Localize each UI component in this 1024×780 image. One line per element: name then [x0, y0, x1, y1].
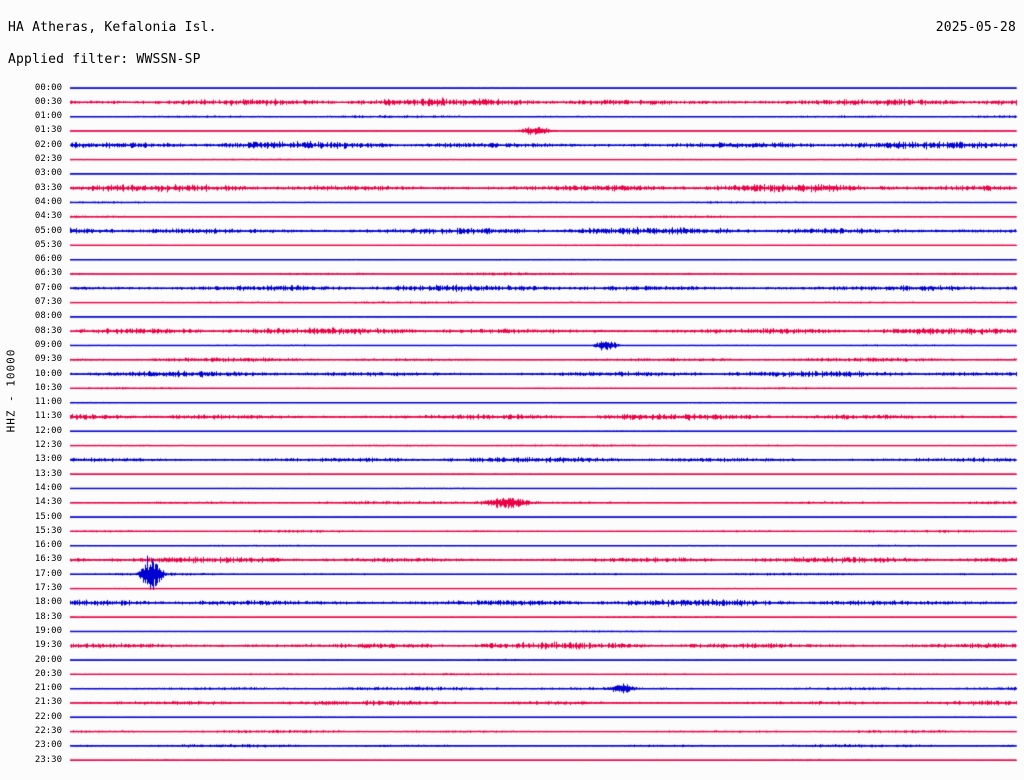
time-tick-label: 13:30 [34, 468, 62, 479]
time-tick-label: 15:30 [34, 525, 62, 536]
time-tick-label: 09:00 [34, 339, 62, 350]
time-tick-label: 14:30 [34, 497, 62, 508]
time-tick-label: 06:30 [34, 268, 62, 279]
time-tick-label: 04:00 [34, 196, 62, 207]
time-tick-label: 00:30 [34, 96, 62, 107]
time-tick-label: 22:30 [34, 726, 62, 736]
time-tick-label: 07:30 [34, 297, 62, 307]
time-tick-label: 02:00 [34, 139, 62, 150]
time-tick-label: 19:00 [34, 625, 62, 636]
time-tick-label: 04:30 [34, 211, 62, 222]
time-tick-label: 17:00 [34, 568, 62, 579]
time-tick-label: 20:00 [34, 654, 62, 665]
time-tick-label: 21:30 [34, 697, 62, 708]
time-tick-label: 12:30 [34, 440, 62, 450]
time-tick-label: 20:30 [34, 668, 62, 679]
time-tick-label: 18:30 [34, 611, 62, 622]
time-tick-label: 09:30 [34, 354, 62, 365]
time-tick-label: 18:00 [34, 597, 62, 608]
time-tick-label: 06:00 [34, 254, 62, 265]
time-tick-label: 13:00 [34, 454, 62, 465]
time-tick-label: 23:30 [34, 754, 62, 765]
time-tick-label: 02:30 [34, 154, 62, 164]
time-tick-label: 21:00 [34, 683, 62, 694]
time-tick-label: 10:00 [34, 368, 62, 379]
time-tick-label: 05:00 [34, 225, 62, 236]
time-tick-label: 00:00 [34, 82, 62, 93]
time-tick-label: 19:30 [34, 640, 62, 651]
time-tick-label: 05:30 [34, 239, 62, 250]
time-tick-label: 15:00 [34, 511, 62, 522]
time-tick-label: 01:00 [34, 111, 62, 122]
time-tick-label: 10:30 [34, 382, 62, 393]
time-tick-label: 14:00 [34, 482, 62, 493]
time-tick-label: 01:30 [34, 125, 62, 136]
time-tick-label: 16:00 [34, 540, 62, 551]
time-tick-label: 11:00 [34, 397, 62, 408]
time-tick-label: 12:00 [34, 425, 62, 436]
time-tick-label: 22:00 [34, 711, 62, 722]
time-tick-label: 07:00 [34, 282, 62, 293]
time-tick-label: 03:00 [34, 168, 62, 179]
time-tick-label: 08:00 [34, 311, 62, 322]
time-tick-label: 11:30 [34, 411, 62, 422]
time-tick-label: 03:30 [34, 182, 62, 193]
time-tick-label: 17:30 [34, 583, 62, 593]
time-tick-label: 23:00 [34, 740, 62, 751]
time-tick-label: 16:30 [34, 554, 62, 565]
time-tick-label: 08:30 [34, 325, 62, 336]
